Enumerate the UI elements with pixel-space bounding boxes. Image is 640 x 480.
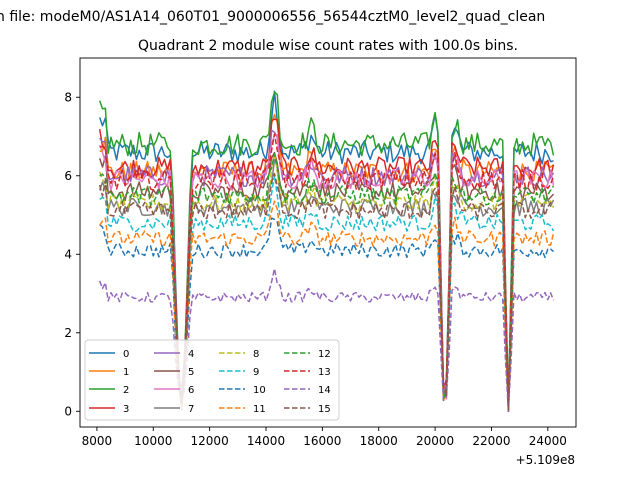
y-tick-label: 0 [64,404,72,418]
y-tick-label: 2 [64,326,72,340]
x-tick-label: 14000 [247,434,285,448]
x-tick-label: 16000 [303,434,341,448]
y-tick-label: 6 [64,169,72,183]
x-tick-label: 10000 [134,434,172,448]
x-offset-label: +5.109e8 [516,453,575,467]
legend-label: 2 [123,385,129,396]
series-line-10 [99,217,554,409]
x-tick-label: 8000 [82,434,113,448]
legend-label: 3 [123,404,129,415]
legend-label: 14 [318,385,331,396]
axes: 8000 10000 12000 14000 16000 18000 20000 22000 2… [64,57,577,448]
series-line-15 [98,172,554,413]
legend-label: 9 [253,367,259,378]
y-tick-label: 8 [64,90,72,104]
legend-label: 5 [188,367,194,378]
x-tick-label: 22000 [472,434,510,448]
legend-label: 0 [123,349,129,360]
legend-label: 6 [188,385,194,396]
legend-label: 4 [188,349,194,360]
legend-label: 15 [318,404,331,415]
legend-box [84,339,340,421]
series-line-14 [98,267,555,413]
legend-label: 13 [318,367,331,378]
axes-frame [79,57,577,428]
y-tick-label: 4 [64,247,72,261]
x-tick-label: 18000 [360,434,398,448]
legend-label: 11 [253,404,266,415]
legend-label: 1 [123,367,129,378]
legend-label: 10 [253,385,266,396]
series-line-11 [99,200,555,413]
chart-title: Quadrant 2 module wise count rates with … [138,38,518,54]
figure-suptitle: n file: modeM0/AS1A14_060T01_9000006556_… [0,9,545,25]
legend-label: 12 [318,349,331,360]
x-tick-label: 12000 [191,434,229,448]
legend-label: 8 [253,349,259,360]
series-line-12 [99,153,555,409]
x-tick-label: 24000 [529,434,567,448]
legend-label: 7 [188,404,194,415]
series-lines [98,90,555,413]
series-line-9 [99,174,555,413]
x-tick-label: 20000 [416,434,454,448]
